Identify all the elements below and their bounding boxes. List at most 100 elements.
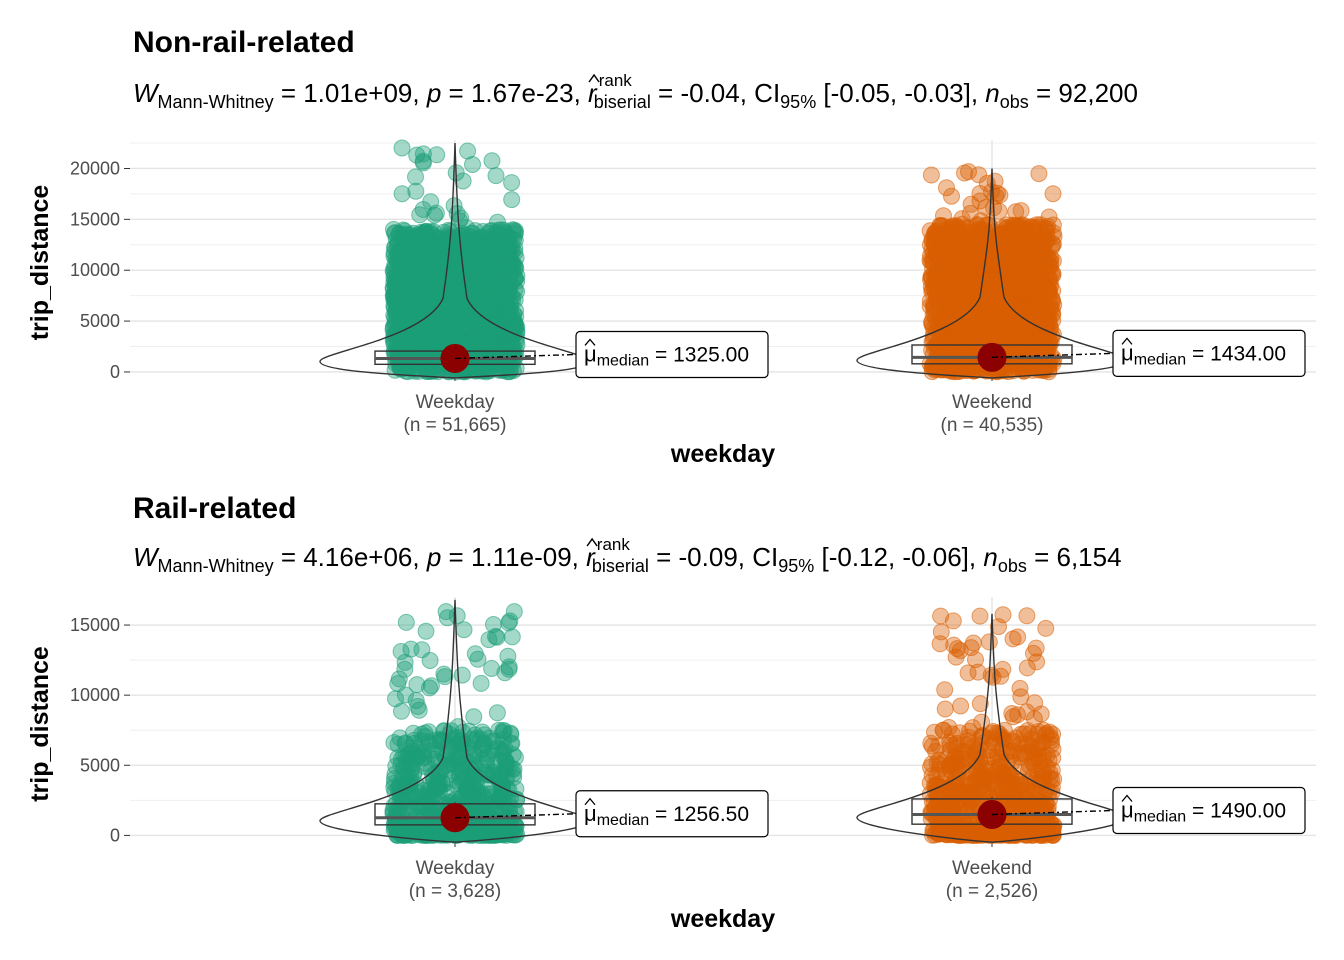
median-label-value: = 1434.00 <box>1186 342 1286 365</box>
data-point <box>472 674 490 692</box>
data-point <box>429 241 446 259</box>
data-point <box>1023 783 1041 801</box>
data-point <box>962 775 980 793</box>
p-value: = 1.11e-09, <box>441 542 586 572</box>
median-label-sub: median <box>1134 808 1186 825</box>
data-point <box>964 719 982 737</box>
data-point <box>397 613 415 631</box>
data-point <box>940 267 958 285</box>
data-point <box>962 639 980 657</box>
data-point <box>980 633 998 651</box>
data-point <box>407 692 425 709</box>
data-point <box>1032 705 1050 723</box>
p-symbol: p <box>426 542 441 572</box>
data-point <box>503 174 521 192</box>
data-point <box>438 609 456 627</box>
data-point <box>1004 630 1022 648</box>
ci-value: [-0.05, -0.03], <box>816 78 985 108</box>
data-point <box>994 606 1012 624</box>
data-point <box>932 607 950 625</box>
data-point <box>1032 769 1050 787</box>
n-sub: obs <box>1000 92 1029 112</box>
data-point <box>944 233 962 251</box>
data-point <box>480 631 498 649</box>
y-tick-label: 5000 <box>80 755 120 775</box>
data-point <box>1004 292 1022 310</box>
data-point <box>1030 825 1048 843</box>
data-point <box>923 241 941 259</box>
data-point <box>499 647 517 665</box>
data-point <box>389 675 407 693</box>
data-point <box>417 622 435 640</box>
data-point <box>480 275 498 293</box>
data-point <box>500 798 518 816</box>
y-tick-label: 10000 <box>70 260 120 280</box>
data-point <box>435 665 453 683</box>
data-point <box>393 702 410 720</box>
effect-value: = -0.04, <box>651 78 754 108</box>
data-point <box>395 258 413 276</box>
group-weekend: Weekend(n = 2,526)μmedian = 1490.00 <box>856 606 1306 902</box>
n-symbol: n <box>983 542 997 572</box>
data-point <box>956 164 973 182</box>
data-point <box>457 272 475 289</box>
data-point <box>385 778 403 796</box>
data-point <box>385 287 403 305</box>
data-point <box>1042 729 1060 746</box>
data-point <box>496 751 514 769</box>
data-point <box>1028 741 1046 759</box>
data-point <box>507 817 525 835</box>
median-label-sub: median <box>597 352 649 369</box>
group-weekday: Weekday(n = 51,665)μmedian = 1325.00 <box>319 139 769 436</box>
x-tick-n-label: (n = 3,628) <box>409 881 501 902</box>
n-value: = 92,200 <box>1029 78 1138 108</box>
data-point <box>445 197 463 215</box>
chart-subtitle: WMann-Whitney = 1.01e+09, p = 1.67e-23, … <box>133 71 1138 112</box>
median-label-value: = 1490.00 <box>1186 799 1286 822</box>
x-axis-title: weekday <box>670 905 775 933</box>
ci-sub: 95% <box>778 556 814 576</box>
effect-sup: rank <box>599 71 633 90</box>
data-point <box>480 729 498 747</box>
x-tick-label: Weekend <box>952 392 1032 413</box>
x-tick-n-label: (n = 51,665) <box>404 415 507 436</box>
data-point <box>1016 822 1034 840</box>
data-point <box>453 666 471 684</box>
y-tick-label: 15000 <box>70 209 120 229</box>
data-point <box>940 719 958 736</box>
points <box>384 139 526 381</box>
x-tick-label: Weekday <box>416 858 495 879</box>
data-point <box>1040 208 1058 226</box>
data-point <box>505 603 523 621</box>
ci-symbol: CI <box>754 78 780 108</box>
data-point <box>1038 345 1056 363</box>
data-point <box>501 264 519 282</box>
data-point <box>952 697 970 715</box>
data-point <box>408 289 426 307</box>
data-point <box>989 270 1007 288</box>
y-tick-label: 0 <box>110 362 120 382</box>
data-point <box>489 213 506 231</box>
data-point <box>503 628 521 646</box>
data-point <box>1027 639 1045 657</box>
data-point <box>985 324 1003 342</box>
data-point <box>479 338 496 356</box>
data-point <box>466 645 484 663</box>
data-point <box>927 743 945 760</box>
data-point <box>935 207 952 225</box>
effect-symbol: r <box>588 78 598 108</box>
x-axis-title: weekday <box>670 440 775 468</box>
data-point <box>496 298 514 316</box>
data-point <box>950 287 968 305</box>
data-point <box>428 146 446 164</box>
data-point <box>498 240 516 258</box>
data-point <box>391 244 409 262</box>
stat-symbol: W <box>133 78 160 108</box>
data-point <box>459 740 477 758</box>
x-tick-label: Weekend <box>952 858 1032 879</box>
data-point <box>982 748 1000 766</box>
chart-title: Rail-related <box>133 492 296 525</box>
data-point <box>498 780 516 798</box>
